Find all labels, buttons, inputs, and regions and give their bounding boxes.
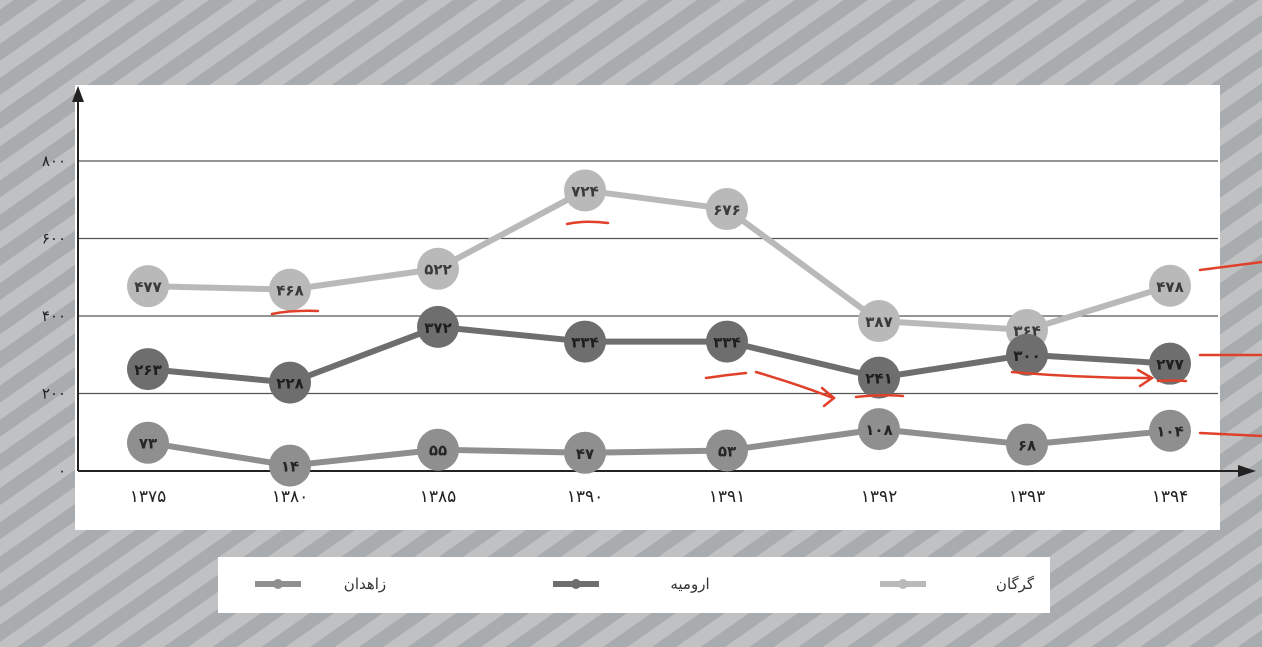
data-point <box>1006 333 1048 376</box>
data-point <box>706 429 748 472</box>
data-label: ۶۷۶ <box>713 201 740 219</box>
y-tick-label: ۰ <box>58 462 66 480</box>
data-point <box>127 265 169 308</box>
pen-annotation <box>704 371 748 380</box>
legend-label: گرگان <box>996 575 1035 593</box>
x-tick-label: ۱۳۸۰ <box>272 487 309 507</box>
legend-swatch-marker <box>273 579 283 589</box>
series-line <box>147 187 1171 333</box>
data-label: ۳۷۲ <box>424 319 451 337</box>
x-tick-label: ۱۳۹۱ <box>709 487 746 507</box>
data-point <box>1149 409 1191 452</box>
data-label: ۶۸ <box>1018 437 1036 455</box>
data-point <box>417 247 459 290</box>
pen-annotation <box>820 386 836 408</box>
data-label: ۱۰۴ <box>1156 423 1183 441</box>
data-point <box>1149 264 1191 307</box>
data-point <box>706 320 748 363</box>
data-label: ۵۳ <box>718 442 736 460</box>
x-tick-label: ۱۳۷۵ <box>130 487 167 507</box>
data-label: ۲۷۷ <box>1156 356 1183 374</box>
pen-annotation <box>1156 379 1188 383</box>
data-label: ۲۴۱ <box>865 370 892 388</box>
data-point <box>858 300 900 343</box>
series-line <box>147 323 1171 386</box>
legend-swatch-marker <box>898 579 908 589</box>
pen-annotation <box>1198 260 1262 272</box>
data-label: ۴۶۸ <box>276 282 303 300</box>
pen-annotation <box>270 309 320 316</box>
y-axis-arrow <box>72 86 84 102</box>
data-point <box>706 188 748 231</box>
x-tick-label: ۱۳۹۳ <box>1009 487 1046 507</box>
pen-annotation <box>1198 431 1262 438</box>
data-point <box>564 320 606 363</box>
data-label: ۳۳۴ <box>713 334 740 352</box>
data-label: ۷۳ <box>139 435 157 453</box>
annotations <box>270 220 1262 438</box>
x-tick-label: ۱۳۹۴ <box>1152 487 1189 507</box>
pen-annotation <box>1136 368 1155 388</box>
y-tick-label: ۲۰۰ <box>42 385 66 403</box>
data-point <box>127 421 169 464</box>
y-tick-labels: ۰ ۲۰۰ ۴۰۰ ۶۰۰ ۸۰۰ <box>42 152 66 480</box>
data-label: ۳۸۷ <box>865 313 892 331</box>
y-tick-label: ۴۰۰ <box>42 307 66 325</box>
data-point <box>269 361 311 404</box>
data-label: ۲۶۳ <box>134 361 161 379</box>
pen-annotation <box>565 220 610 226</box>
data-point <box>1006 423 1048 466</box>
legend-label: زاهدان <box>344 575 386 593</box>
data-label: ۵۲۲ <box>424 261 451 279</box>
pen-annotation <box>1010 370 1152 380</box>
data-label: ۵۵ <box>429 442 447 460</box>
y-tick-label: ۶۰۰ <box>42 230 66 248</box>
data-point <box>858 408 900 451</box>
data-label: ۲۲۸ <box>276 375 303 393</box>
x-tick-labels: ۱۳۷۵ ۱۳۸۰ ۱۳۸۵ ۱۳۹۰ ۱۳۹۱ ۱۳۹۲ ۱۳۹۳ ۱۳۹۴ <box>130 487 1189 507</box>
data-label: ۴۷ <box>576 445 594 463</box>
data-point <box>269 268 311 311</box>
data-label: ۷۲۴ <box>571 182 598 200</box>
y-tick-label: ۸۰۰ <box>42 152 66 170</box>
plot-background <box>75 85 1220 530</box>
data-label: ۱۴ <box>281 458 299 476</box>
data-label: ۱۰۸ <box>865 421 892 439</box>
data-point <box>564 169 606 212</box>
data-label: ۳۰۰ <box>1013 347 1040 365</box>
data-point <box>417 305 459 348</box>
data-point <box>269 444 311 487</box>
pen-annotation <box>854 393 905 399</box>
series-line <box>147 426 1171 469</box>
legend-swatch-marker <box>571 579 581 589</box>
x-tick-label: ۱۳۸۵ <box>420 487 457 507</box>
pen-annotation <box>754 370 835 400</box>
data-point <box>417 428 459 471</box>
x-tick-label: ۱۳۹۰ <box>567 487 604 507</box>
legend: گرگان ارومیه زاهدان <box>255 575 1035 593</box>
data-label: ۳۳۴ <box>571 334 598 352</box>
data-label: ۴۷۸ <box>1156 278 1183 296</box>
x-tick-label: ۱۳۹۲ <box>861 487 898 507</box>
legend-label: ارومیه <box>670 575 709 593</box>
data-point <box>127 348 169 391</box>
data-point <box>858 356 900 399</box>
x-axis-arrow <box>1238 465 1256 477</box>
data-point <box>1149 342 1191 385</box>
data-point <box>564 431 606 474</box>
data-label: ۴۷۷ <box>134 278 161 296</box>
